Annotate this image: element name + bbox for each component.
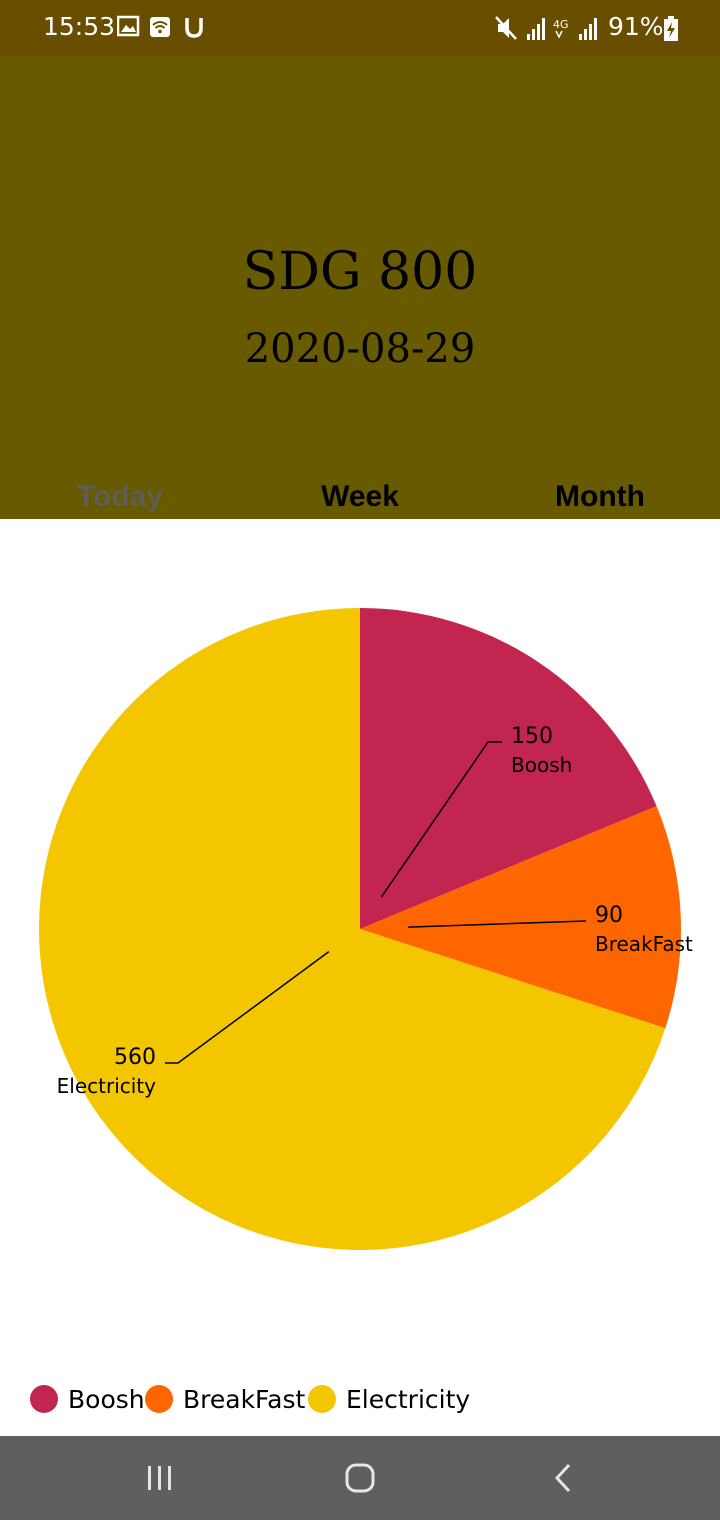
signal-icon	[527, 18, 545, 40]
battery-percent: 91%	[608, 12, 664, 41]
pie-slice-electricity[interactable]	[38, 608, 666, 1250]
legend-label-breakfast: BreakFast	[183, 1384, 306, 1414]
recent-apps-icon[interactable]	[140, 1458, 180, 1498]
legend-item-boosh: Boosh	[30, 1379, 145, 1419]
u-icon	[185, 18, 203, 38]
pie-slice-breakfast[interactable]	[360, 806, 681, 1029]
tab-today[interactable]: Today	[76, 480, 164, 513]
back-icon[interactable]	[543, 1458, 583, 1498]
page-title: SDG 800	[242, 242, 478, 302]
tab-week[interactable]: Week	[321, 480, 399, 513]
data-label-value-electricity: 560	[114, 1045, 156, 1070]
tab-month[interactable]: Month	[555, 480, 645, 513]
4g-icon: 4G	[553, 18, 569, 39]
leader-line-breakfast	[408, 920, 587, 928]
legend-item-breakfast: BreakFast	[145, 1379, 305, 1419]
battery-charging-icon	[664, 16, 678, 41]
pie-chart[interactable]: 150 Boosh 90 BreakFast 560 Electricity	[0, 519, 720, 1436]
leader-line-boosh	[380, 741, 502, 898]
pie-slice-boosh[interactable]	[360, 608, 657, 929]
status-right-icons: 4G	[495, 16, 597, 40]
legend-dot-electricity	[308, 1385, 336, 1413]
signal-icon	[579, 18, 597, 40]
legend-dot-boosh	[30, 1385, 58, 1413]
status-left-icons	[117, 15, 203, 38]
page-date: 2020-08-29	[244, 326, 476, 372]
wifi-call-icon	[150, 17, 170, 37]
data-label-name-boosh: Boosh	[511, 753, 572, 777]
data-label-value-breakfast: 90	[595, 903, 623, 928]
pie-chart-area: 150 Boosh 90 BreakFast 560 Electricity Boosh …	[0, 519, 720, 1436]
mute-icon	[495, 16, 517, 40]
status-bar: 15:53 4G	[0, 0, 720, 56]
legend-item-electricity: Electricity	[308, 1379, 470, 1419]
svg-text:4G: 4G	[553, 18, 569, 31]
data-label-name-breakfast: BreakFast	[595, 932, 693, 956]
header: SDG 800 2020-08-29 Today Week Month	[0, 56, 720, 519]
legend-label-electricity: Electricity	[346, 1384, 471, 1414]
data-label-name-electricity: Electricity	[57, 1074, 157, 1098]
image-icon	[117, 15, 140, 37]
home-icon[interactable]	[340, 1458, 380, 1498]
legend-dot-breakfast	[145, 1385, 173, 1413]
legend-label-boosh: Boosh	[68, 1384, 145, 1414]
data-label-value-boosh: 150	[511, 724, 553, 749]
leader-line-electricity	[165, 951, 330, 1064]
status-time: 15:53	[43, 12, 116, 41]
system-nav-bar	[0, 1436, 720, 1520]
